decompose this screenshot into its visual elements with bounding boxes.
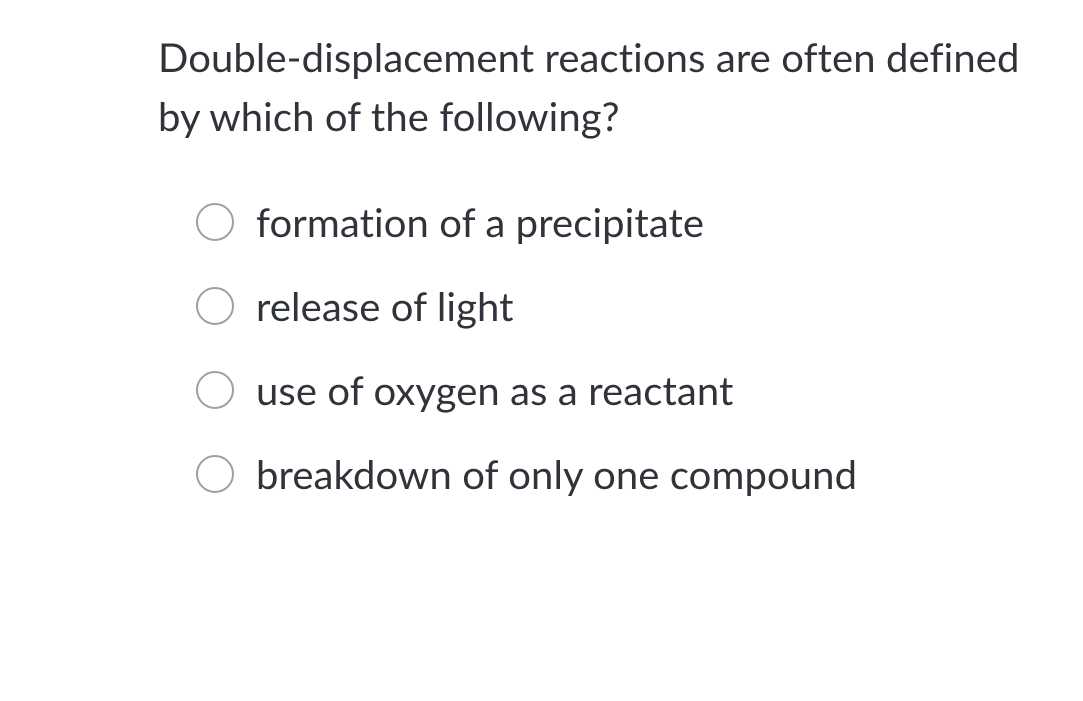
question-text: Double-displacement reactions are often … [158, 28, 1023, 146]
option-label: release of light [256, 282, 514, 330]
question-block: Double-displacement reactions are often … [0, 0, 1083, 498]
option-label: breakdown of only one compound [256, 450, 857, 498]
option-label: formation of a precipitate [256, 198, 704, 246]
radio-icon[interactable] [196, 455, 234, 493]
option-row[interactable]: release of light [196, 282, 1023, 330]
radio-icon[interactable] [196, 371, 234, 409]
option-label: use of oxygen as a reactant [256, 366, 733, 414]
radio-icon[interactable] [196, 287, 234, 325]
option-row[interactable]: formation of a precipitate [196, 198, 1023, 246]
option-row[interactable]: breakdown of only one compound [196, 450, 1023, 498]
option-row[interactable]: use of oxygen as a reactant [196, 366, 1023, 414]
radio-icon[interactable] [196, 203, 234, 241]
options-list: formation of a precipitate release of li… [158, 198, 1023, 498]
